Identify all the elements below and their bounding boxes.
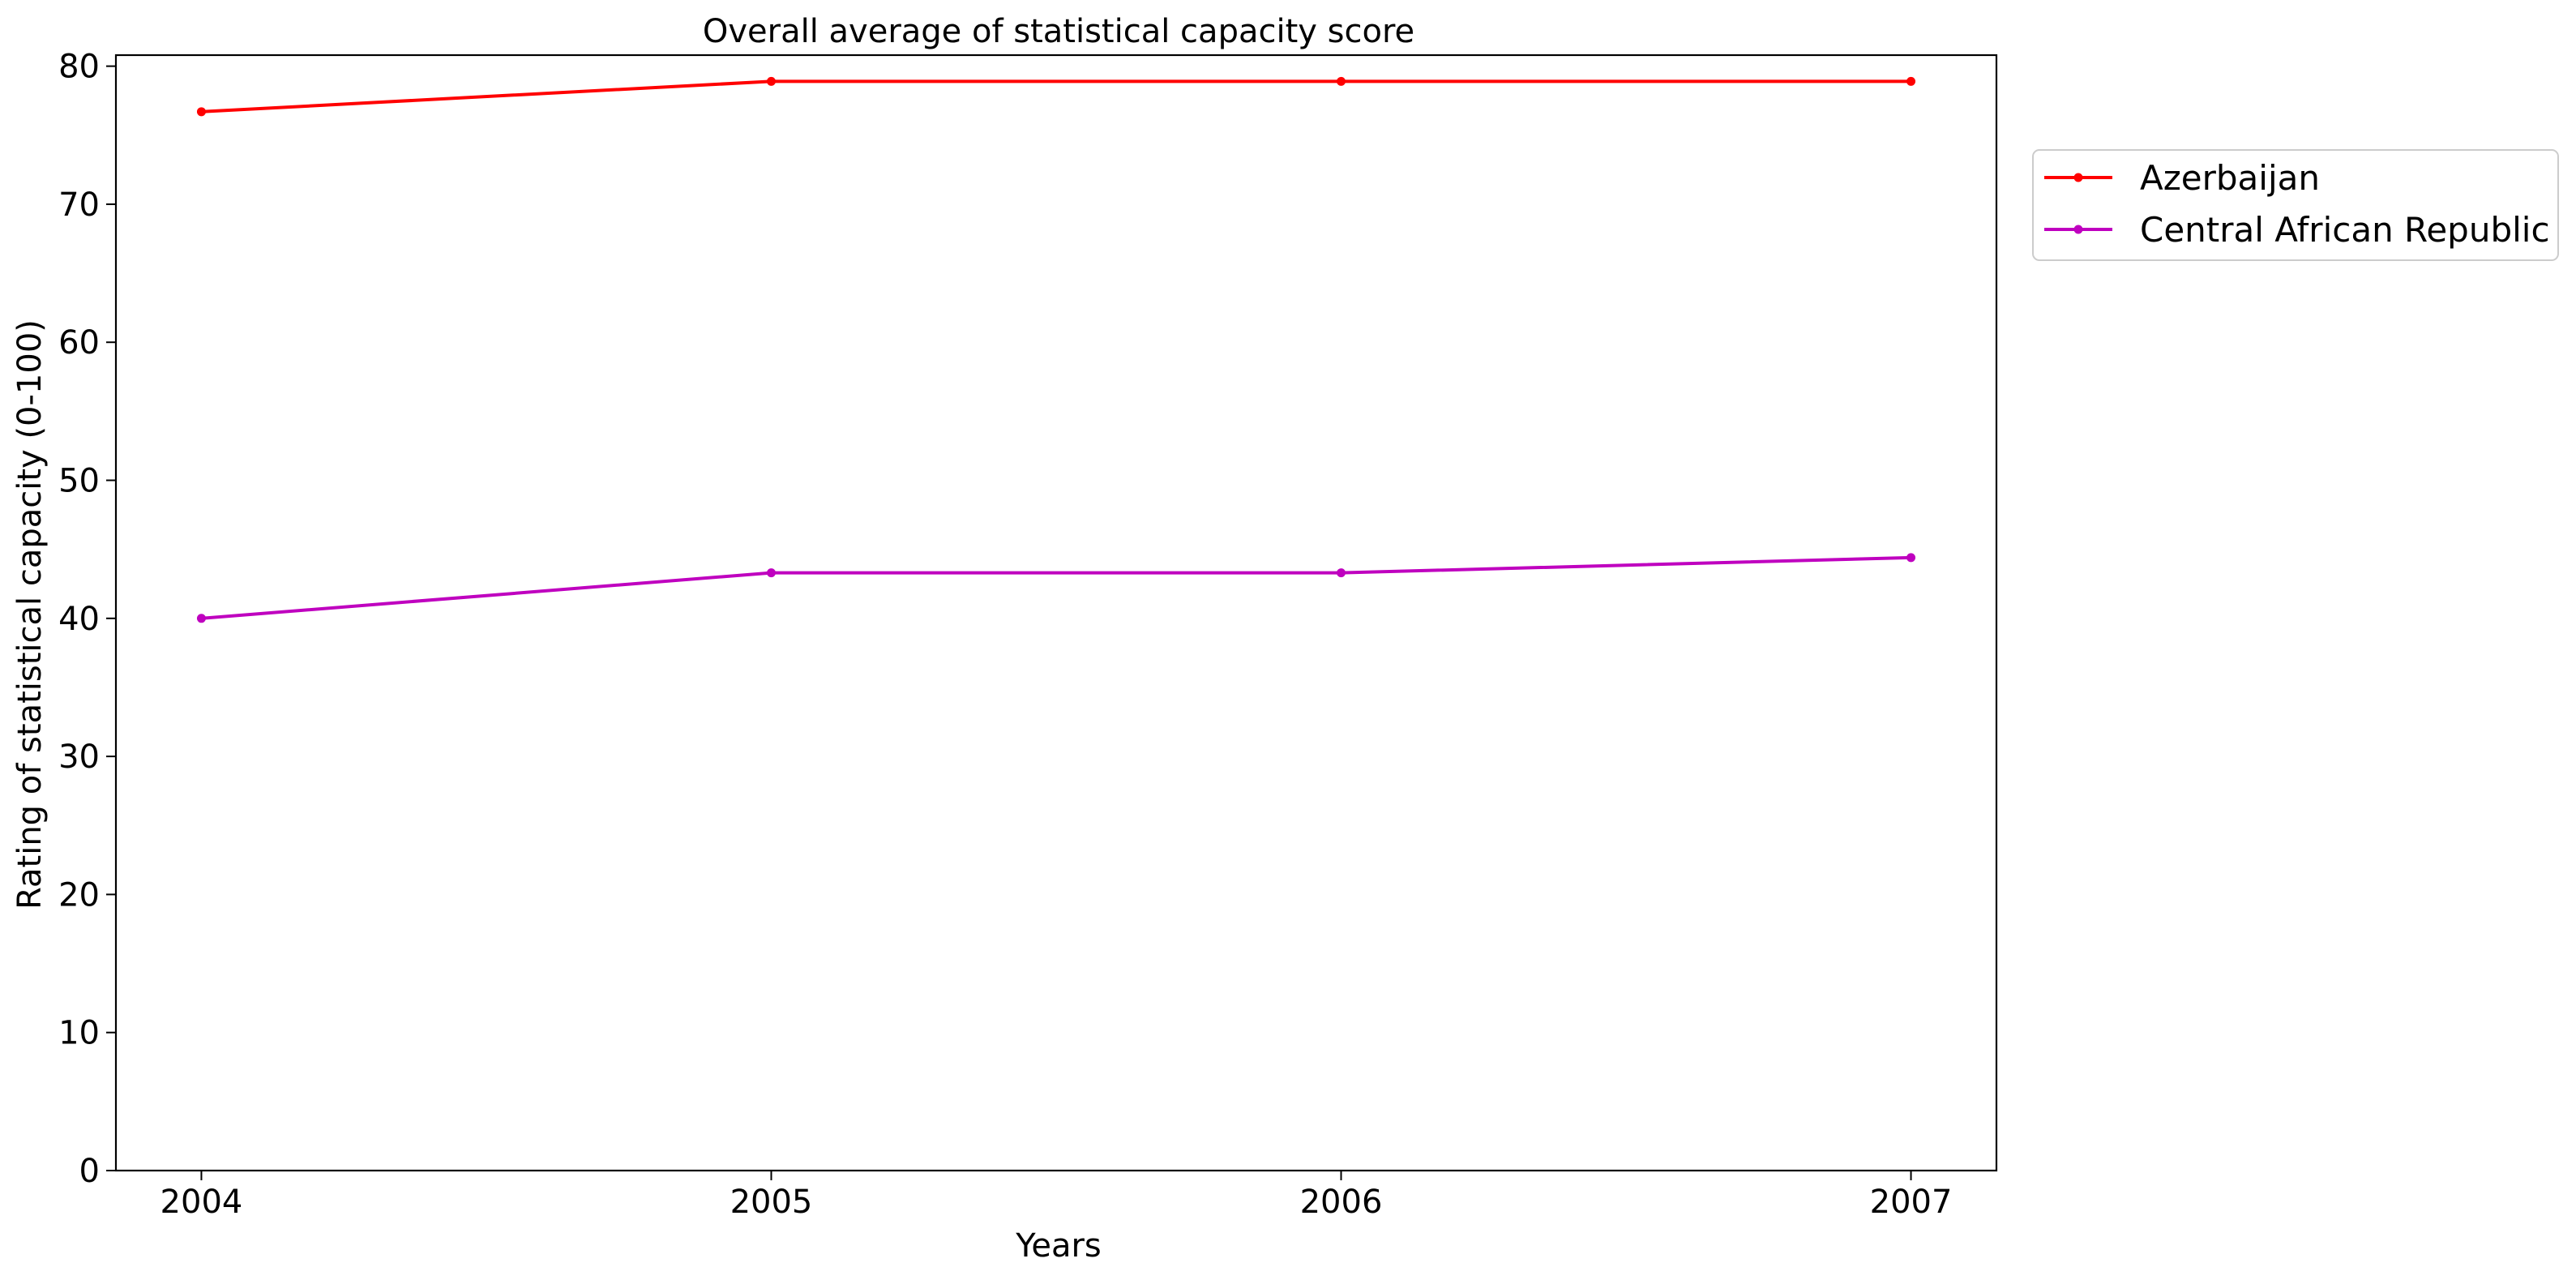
y-tick-label: 0 xyxy=(79,1153,100,1190)
x-tick-label: 2007 xyxy=(1870,1184,1953,1221)
y-tick-label: 20 xyxy=(58,876,100,914)
x-tick-label: 2004 xyxy=(160,1184,243,1221)
data-point xyxy=(1906,76,1916,86)
x-axis-label: Years xyxy=(1015,1227,1102,1265)
data-point xyxy=(766,568,776,578)
data-point xyxy=(1337,76,1346,86)
y-axis: 0 10 20 30 40 50 60 70 80 xyxy=(58,49,116,1190)
y-tick-label: 80 xyxy=(58,49,100,86)
x-tick-label: 2005 xyxy=(730,1184,813,1221)
plot-area xyxy=(114,54,1998,1172)
series-group xyxy=(196,76,1916,623)
data-point xyxy=(196,614,206,623)
y-tick-label: 60 xyxy=(58,324,100,362)
legend-marker xyxy=(2073,225,2083,234)
y-tick-label: 50 xyxy=(58,463,100,500)
legend-label: Central African Republic xyxy=(2140,210,2550,250)
data-point xyxy=(196,107,206,117)
y-tick-label: 70 xyxy=(58,186,100,224)
x-axis: 2004 2005 2006 2007 xyxy=(160,1171,1953,1221)
y-tick-label: 40 xyxy=(58,601,100,638)
data-point xyxy=(766,76,776,86)
plot-frame xyxy=(114,54,1998,1172)
legend-marker xyxy=(2073,173,2083,182)
y-tick-label: 10 xyxy=(58,1015,100,1052)
data-point xyxy=(1906,553,1916,563)
chart-title: Overall average of statistical capacity … xyxy=(703,13,1414,50)
data-point xyxy=(1337,568,1346,578)
legend-box xyxy=(2032,149,2559,261)
x-tick-label: 2006 xyxy=(1300,1184,1383,1221)
legend-label: Azerbaijan xyxy=(2140,158,2320,198)
series-line-1 xyxy=(201,555,1911,620)
y-axis-label: Rating of statistical capacity (0-100) xyxy=(11,319,49,910)
y-tick-label: 30 xyxy=(58,738,100,776)
legend: Azerbaijan Central African Republic xyxy=(2032,149,2559,261)
series-line-0 xyxy=(201,79,1911,113)
